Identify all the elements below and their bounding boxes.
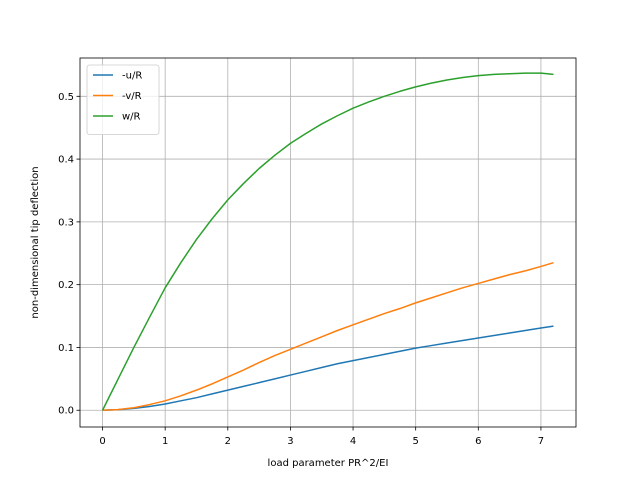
y-tick-label: 0.3 — [58, 217, 74, 228]
x-tick-label: 5 — [412, 436, 418, 447]
x-tick-label: 6 — [475, 436, 481, 447]
axis-ticks: 0 1 2 3 4 5 6 7 0.0 0.1 0.2 0.3 0.4 0.5 — [58, 92, 544, 447]
x-tick-label: 1 — [162, 436, 168, 447]
plot-frame — [79, 57, 577, 428]
legend-label-v-r: -v/R — [122, 91, 142, 102]
series-line-v-r — [102, 261, 554, 411]
x-tick-label: 3 — [287, 436, 293, 447]
x-axis-label: load parameter PR^2/EI — [268, 458, 389, 469]
x-tick-label: 0 — [99, 436, 105, 447]
series-line-w-r — [101, 72, 554, 411]
legend-box — [86, 64, 160, 135]
grid — [80, 58, 576, 427]
x-tick-label: 7 — [538, 436, 544, 447]
y-tick-label: 0.0 — [58, 406, 74, 417]
y-tick-label: 0.5 — [58, 92, 74, 103]
legend: -u/R -v/R w/R — [86, 64, 160, 135]
y-axis-label: non-dimensional tip deflection — [30, 166, 41, 318]
series-lines — [101, 72, 554, 411]
y-tick-label: 0.2 — [58, 280, 74, 291]
y-tick-label: 0.4 — [58, 155, 74, 166]
x-tick-label: 2 — [225, 436, 231, 447]
series-line-u-r — [102, 325, 554, 411]
x-tick-label: 4 — [350, 436, 356, 447]
y-tick-label: 0.1 — [58, 343, 74, 354]
legend-label-w-r: w/R — [122, 112, 141, 123]
legend-label-u-r: -u/R — [122, 71, 142, 82]
